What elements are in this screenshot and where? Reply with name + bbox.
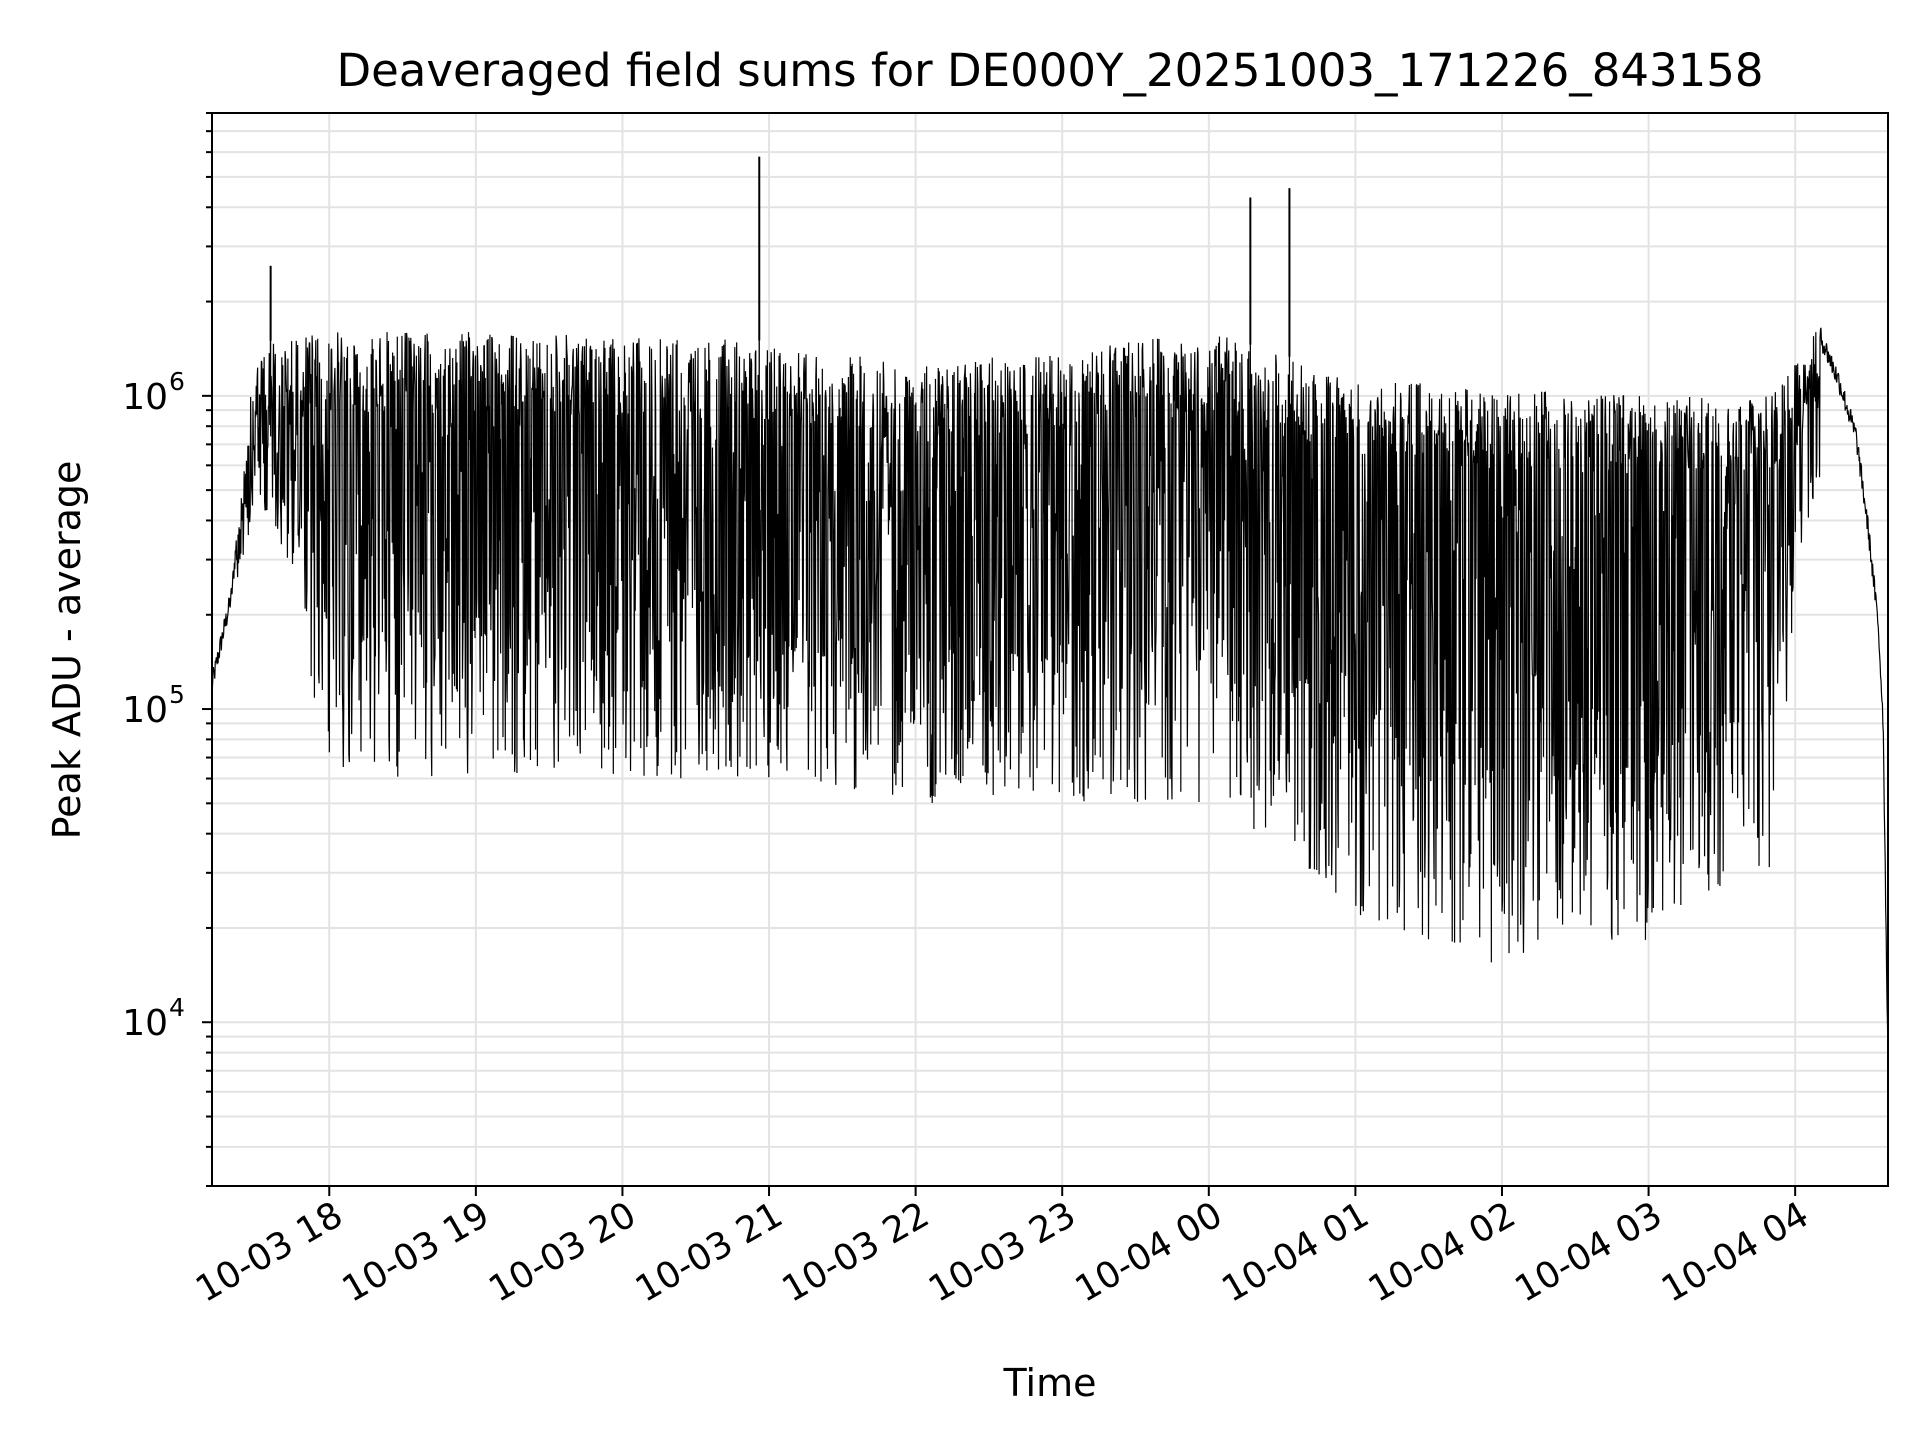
series-path: [211, 156, 1889, 1069]
chart-title: Deaveraged field sums for DE000Y_2025100…: [336, 44, 1763, 97]
y-tick-label-exponent: 6: [169, 367, 185, 396]
y-tick-label: 10: [122, 377, 168, 418]
y-tick-label-exponent: 4: [169, 993, 185, 1022]
y-axis-label: Peak ADU - average: [45, 461, 89, 840]
x-axis-label: Time: [1003, 1361, 1097, 1405]
series-line: [211, 156, 1889, 1069]
y-tick-label: 10: [122, 1003, 168, 1044]
y-tick-label: 10: [122, 690, 168, 731]
plot-frame: [211, 112, 1889, 1187]
y-tick-label-exponent: 5: [169, 680, 185, 709]
